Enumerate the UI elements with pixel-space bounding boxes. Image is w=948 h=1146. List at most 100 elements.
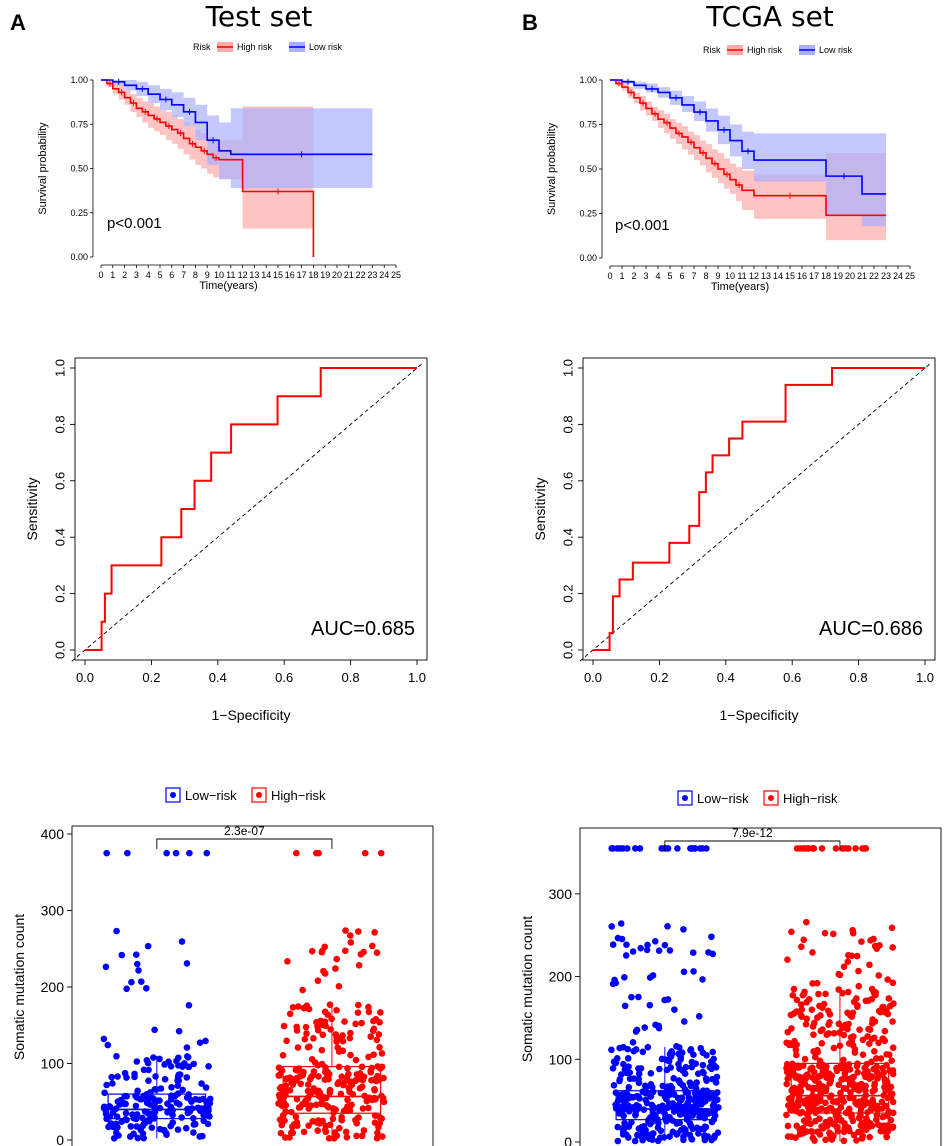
data-point [151,1108,159,1116]
data-point [128,978,135,986]
data-point [807,1065,814,1073]
data-point [864,1033,871,1040]
x-tick-label-b: 23 [881,271,891,281]
data-point [289,1004,297,1011]
data-point [282,1082,290,1089]
data-point [137,1126,144,1134]
data-point [321,970,329,977]
data-point [280,1022,288,1030]
data-point [830,1132,837,1140]
data-point [807,1128,815,1135]
data-point [643,1099,651,1107]
data-point [669,1128,677,1136]
data-point [690,1109,698,1117]
data-point [299,986,306,994]
data-point [862,1082,869,1090]
x-tick-label-a: 20 [332,270,342,280]
data-point [622,1122,629,1129]
data-point [866,961,873,969]
data-point [345,1070,352,1078]
data-point [885,995,893,1002]
data-point [638,1133,645,1141]
data-point [795,1064,803,1071]
data-point [302,1097,309,1105]
box-a [107,1093,207,1120]
x-tick-label-b: 25 [905,271,915,281]
data-point [707,1091,715,1098]
data-point [118,951,126,959]
data-point [662,845,670,852]
data-point [377,1009,384,1016]
p-value-b: 7.9e-12 [732,826,773,840]
data-point [850,1033,857,1040]
data-point [310,1085,317,1092]
data-point [339,1047,347,1055]
data-point [322,1064,329,1071]
data-point [809,1023,817,1030]
data-point [684,1114,692,1121]
data-point [699,845,706,852]
data-point [711,1097,719,1105]
x-axis-label-a: Time(years) [199,280,257,292]
data-point [145,1077,152,1084]
data-point [340,1081,347,1089]
x-tick-label-a: 4 [146,270,151,280]
data-point [355,962,363,969]
data-point [288,1108,295,1116]
legend-dot-a [170,792,176,798]
data-point [847,1089,854,1096]
data-point [815,990,822,998]
data-point [366,1094,373,1102]
data-point [631,845,639,852]
y-tick-label-b: 1.0 [560,359,575,377]
data-point [680,1018,688,1025]
data-point [712,1079,720,1086]
x-tick-label-a: 16 [285,270,295,280]
data-point [869,1088,877,1095]
data-point [802,1021,810,1028]
data-point [354,1009,362,1016]
x-axis-label-a: 1−Specificity [212,707,291,723]
data-point [198,1080,205,1087]
data-point [174,1082,182,1089]
data-point [286,1087,294,1094]
data-point [803,1015,811,1023]
data-point [321,1076,329,1083]
data-point [853,1137,860,1144]
data-point [326,1086,334,1094]
box-a [282,1065,382,1114]
x-tick-label-b: 7 [691,271,696,281]
survival-curve-high-b [610,79,886,217]
data-point [323,1102,330,1109]
data-point [359,1105,367,1112]
auc-label-a: AUC=0.685 [311,618,415,640]
data-point [859,1036,867,1044]
data-point [655,947,663,955]
x-tick-label-a: 12 [238,270,248,280]
data-point [335,983,343,990]
data-point [620,1060,627,1068]
data-point [797,1074,804,1081]
data-point [614,1137,622,1145]
data-point [148,1124,156,1131]
data-point [378,1092,385,1100]
panel-title-a: Test set [205,0,313,33]
data-point [694,1070,702,1077]
jitter-points-b [783,845,897,1145]
data-point [802,1075,810,1082]
y-tick-label-a: 0.0 [52,641,67,659]
data-point [830,1030,838,1037]
x-tick-label-a: 6 [169,270,174,280]
y-tick-label-a: 0.8 [52,415,67,433]
data-point [687,1082,695,1090]
data-point [800,845,807,852]
data-point [377,849,385,857]
data-point [888,924,896,932]
data-point [844,1009,851,1017]
y-tick-label-a: 0.25 [70,208,88,218]
data-point [275,1072,283,1079]
data-point [344,1096,351,1104]
plot-frame-b [579,827,942,1146]
data-point [672,1104,679,1112]
data-point [131,1070,138,1078]
